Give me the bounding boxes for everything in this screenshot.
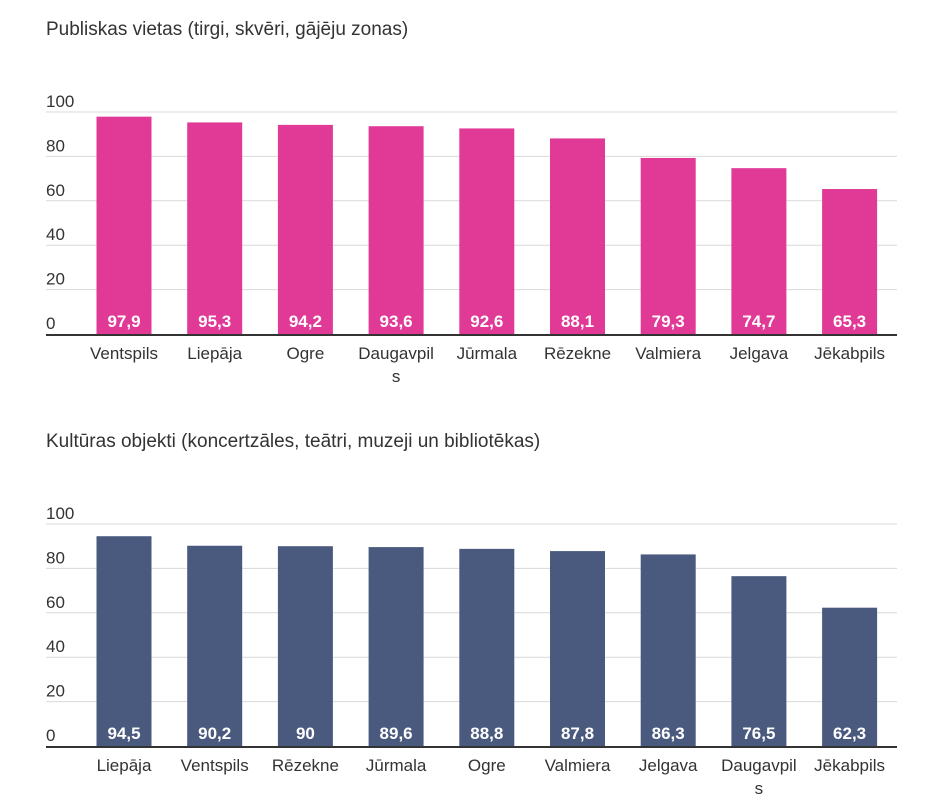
chart-1-plot: 0 20 40 60 80 100 97,9 Ventspils 95,3 Liepāja 94,2… (46, 92, 897, 386)
y-tick-label: 40 (46, 637, 65, 656)
x-tick-label: Liepāja (97, 756, 152, 775)
chart-1-title: Publiskas vietas (tirgi, skvēri, gājēju … (46, 19, 409, 40)
y-tick-label: 80 (46, 136, 65, 155)
y-tick-label: 100 (46, 504, 74, 523)
x-tick-label: Rēzekne (272, 756, 339, 775)
y-tick-label: 60 (46, 181, 65, 200)
bar (277, 124, 333, 334)
bar (550, 138, 605, 334)
y-tick-label: 0 (46, 726, 55, 745)
x-tick-label: Liepāja (187, 344, 242, 363)
data-label: 86,3 (652, 724, 685, 743)
chart-2-title: Kultūras objekti (koncertzāles, teātri, … (46, 431, 541, 452)
x-tick-label: Ogre (287, 344, 325, 363)
y-tick-label: 100 (46, 92, 74, 111)
chart-2-plot: 0 20 40 60 80 100 94,5 Liepāja 90,2 Ventspils 90 Rē… (46, 504, 897, 798)
data-label: 94,5 (107, 724, 140, 743)
x-tick-label: Jēkabpils (814, 756, 885, 775)
y-tick-label: 0 (46, 314, 55, 333)
data-label: 65,3 (833, 312, 866, 331)
x-tick-label: Daugavpil s (721, 756, 797, 798)
chart-public-places: 0 20 40 60 80 100 97,9 Ventspils 95,3 Liepāja 94,2… (0, 0, 940, 400)
bar (822, 607, 878, 746)
bar (368, 126, 424, 334)
data-label: 90,2 (198, 724, 231, 743)
y-tick-label: 60 (46, 593, 65, 612)
data-label: 74,7 (742, 312, 775, 331)
x-tick-label: Jelgava (730, 344, 789, 363)
bar (459, 128, 515, 334)
x-tick-label: Jūrmala (366, 756, 427, 775)
data-label: 89,6 (380, 724, 413, 743)
x-tick-label: Ventspils (181, 756, 249, 775)
y-tick-label: 80 (46, 548, 65, 567)
bar (640, 554, 696, 746)
data-label: 88,1 (561, 312, 594, 331)
bar (640, 157, 696, 334)
data-label: 90 (296, 724, 315, 743)
data-label: 92,6 (470, 312, 503, 331)
y-tick-label: 20 (46, 270, 65, 289)
y-tick-label: 20 (46, 682, 65, 701)
bar (368, 547, 424, 746)
data-label: 87,8 (561, 724, 594, 743)
x-tick-label: Rēzekne (544, 344, 611, 363)
x-tick-label: Ventspils (90, 344, 158, 363)
chart-cultural-objects: 0 20 40 60 80 100 94,5 Liepāja 90,2 Ventspils 90 Rē… (0, 412, 940, 807)
x-tick-label: Ogre (468, 756, 506, 775)
x-tick-label: Jelgava (639, 756, 698, 775)
bar (187, 545, 243, 746)
bar (550, 551, 605, 746)
y-tick-label: 40 (46, 225, 65, 244)
data-label: 88,8 (470, 724, 503, 743)
x-tick-label: Daugavpil s (358, 344, 434, 386)
x-tick-label: Jēkabpils (814, 344, 885, 363)
bar (731, 168, 787, 334)
bar (731, 576, 787, 746)
bar (459, 548, 515, 746)
data-label: 94,2 (289, 312, 322, 331)
bar (822, 189, 878, 334)
bar (277, 546, 333, 746)
data-label: 95,3 (198, 312, 231, 331)
x-tick-label: Valmiera (635, 344, 701, 363)
x-tick-label: Valmiera (545, 756, 611, 775)
bar (96, 536, 152, 746)
data-label: 76,5 (742, 724, 775, 743)
data-label: 97,9 (107, 312, 140, 331)
data-label: 62,3 (833, 724, 866, 743)
bar (96, 116, 152, 334)
data-label: 93,6 (380, 312, 413, 331)
data-label: 79,3 (652, 312, 685, 331)
bar (187, 122, 243, 335)
x-tick-label: Jūrmala (457, 344, 518, 363)
